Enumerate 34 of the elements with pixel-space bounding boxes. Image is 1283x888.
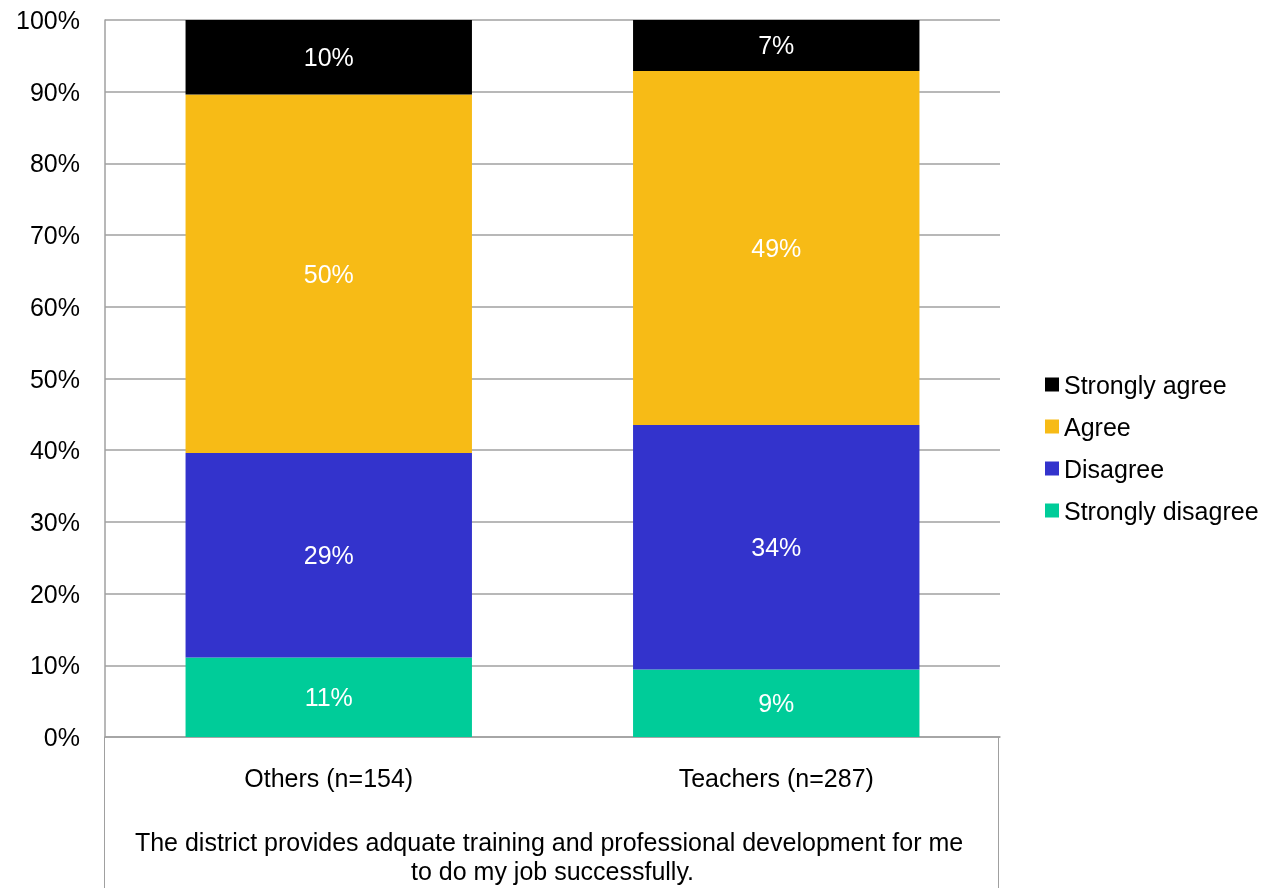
- bar: [185, 453, 472, 658]
- y-tick-label: 10%: [29, 651, 80, 680]
- y-tick-label: 40%: [29, 436, 80, 465]
- data-label: 7%: [758, 31, 795, 60]
- data-label: 49%: [751, 234, 802, 263]
- y-tick-label: 60%: [29, 292, 80, 321]
- bar: [185, 94, 472, 454]
- bar: [633, 669, 920, 737]
- data-label: 50%: [303, 259, 354, 288]
- data-label: 11%: [304, 683, 353, 712]
- y-tick-label: 70%: [29, 221, 80, 250]
- data-label: 9%: [758, 689, 795, 718]
- legend-label: Agree: [1064, 412, 1131, 441]
- data-label: 29%: [303, 541, 354, 570]
- bar: [185, 657, 472, 737]
- data-label: 34%: [751, 533, 802, 562]
- x-axis-title: The district provides adquate training and professional development for me to do my job successfully.: [134, 827, 971, 885]
- y-tick-label: 20%: [29, 579, 80, 608]
- bar: [633, 425, 920, 670]
- x-tick-label: Teachers (n=287): [678, 763, 874, 792]
- legend-label: Strongly agree: [1064, 370, 1227, 399]
- legend-label: Disagree: [1064, 454, 1165, 483]
- y-tick-label: 50%: [29, 364, 80, 393]
- y-tick-label: 0%: [43, 723, 80, 751]
- legend-label: Strongly disagree: [1064, 496, 1259, 525]
- y-tick-label: 80%: [29, 149, 80, 178]
- bar: [633, 20, 920, 71]
- x-tick-label: Others (n=154): [244, 763, 414, 792]
- bar: [633, 70, 920, 426]
- y-tick-label: 90%: [29, 77, 80, 106]
- bar: [185, 20, 472, 95]
- y-tick-label: 100%: [16, 6, 80, 34]
- y-tick-label: 30%: [29, 507, 80, 536]
- data-label: 10%: [303, 43, 354, 72]
